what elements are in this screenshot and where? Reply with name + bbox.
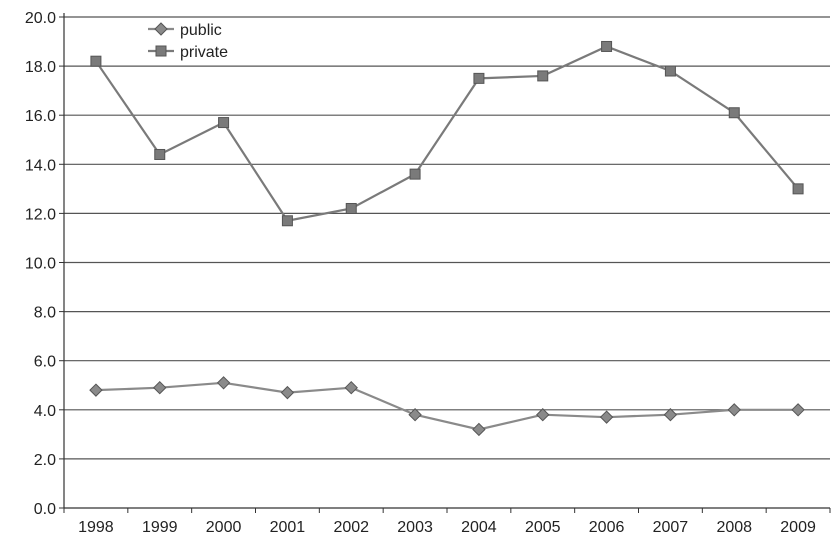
data-point [792, 183, 804, 195]
y-tick-label: 20.0 [25, 10, 56, 27]
data-point [599, 410, 614, 424]
x-tick-label: 2001 [270, 519, 306, 536]
data-point [344, 380, 358, 395]
data-point [791, 403, 805, 417]
series-line [95, 45, 799, 222]
y-tick-label: 4.0 [34, 403, 56, 420]
x-tick-labels: 1998 1999 2000 2001 2002 2003 2004 2005 2006 2007… [78, 519, 816, 536]
data-point [536, 408, 550, 422]
x-tick-label: 2005 [525, 519, 561, 536]
data-point [216, 376, 231, 390]
legend: public private [148, 22, 228, 61]
x-tick-label: 2002 [333, 519, 369, 536]
y-tick-label: 8.0 [34, 305, 56, 322]
y-tick-label: 14.0 [25, 157, 56, 174]
y-tick-labels: 0.0 2.0 4.0 6.0 8.0 10.0 12.0 14.0 16.0 18.0 20.0 [25, 10, 56, 518]
data-point [90, 55, 102, 67]
axes [59, 13, 831, 513]
series-public [89, 376, 805, 437]
series [89, 40, 805, 437]
data-point [89, 383, 103, 397]
x-tick-label: 1999 [142, 519, 178, 536]
x-tick-label: 2008 [716, 519, 752, 536]
legend-item-private: private [148, 44, 228, 61]
data-point [280, 385, 295, 400]
data-point [408, 408, 422, 422]
y-tick-label: 2.0 [34, 452, 56, 469]
x-tick-label: 1998 [78, 519, 114, 536]
y-tick-label: 6.0 [34, 354, 56, 371]
y-tick-label: 12.0 [25, 206, 56, 223]
data-point [663, 408, 678, 422]
legend-label: public [180, 22, 222, 39]
data-point [537, 70, 549, 82]
gridlines [64, 16, 830, 460]
legend-item-public: public [148, 22, 222, 39]
data-point [345, 202, 357, 214]
data-point [472, 422, 486, 437]
data-point [473, 72, 485, 84]
data-point [153, 380, 167, 395]
x-tick-label: 2009 [780, 519, 816, 536]
data-point [154, 148, 166, 160]
y-tick-label: 18.0 [25, 59, 56, 76]
x-tick-label: 2007 [653, 519, 689, 536]
x-tick-label: 2006 [589, 519, 625, 536]
data-point [727, 403, 741, 417]
x-tick-label: 2000 [206, 519, 242, 536]
data-point [664, 65, 676, 77]
series-private [90, 40, 804, 227]
x-tick-label: 2004 [461, 519, 497, 536]
y-tick-label: 16.0 [25, 108, 56, 125]
data-point [281, 215, 293, 227]
series-line [95, 381, 799, 431]
data-point [218, 117, 230, 129]
data-point [409, 168, 421, 180]
legend-label: private [180, 44, 228, 61]
x-tick-label: 2003 [397, 519, 433, 536]
data-point [728, 107, 740, 119]
y-tick-label: 0.0 [34, 501, 56, 518]
legend-marker [154, 22, 168, 36]
y-tick-label: 10.0 [25, 256, 56, 273]
data-point [601, 40, 613, 52]
legend-marker [155, 45, 167, 57]
